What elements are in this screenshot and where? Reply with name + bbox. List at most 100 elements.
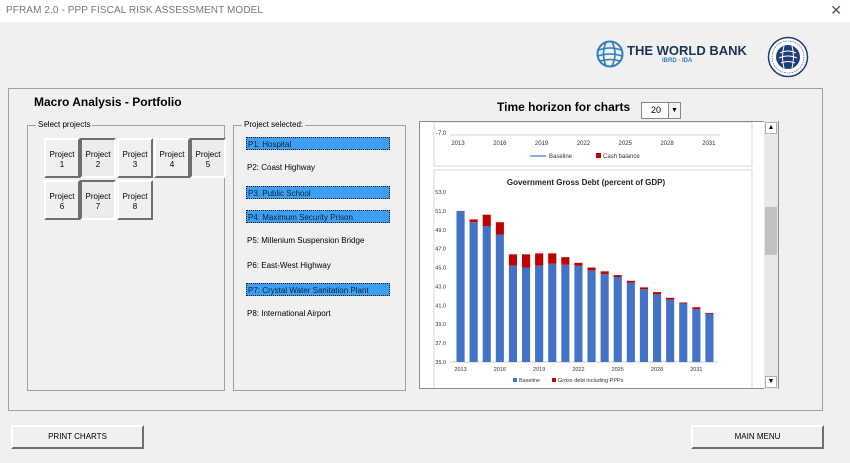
project-button-number: 3	[132, 160, 138, 169]
charts-svg: -7.0 2013 2016 2019 2022 2025 2028 2031 Baseline…	[433, 122, 753, 388]
project-button-label: Project	[122, 150, 148, 159]
project-4-button[interactable]: Project 4	[154, 138, 190, 178]
y-tick-label: -7.0	[436, 131, 447, 137]
project-list-item[interactable]: P4: Maximum Security Prison	[246, 209, 390, 223]
legend-label: Baseline	[549, 154, 573, 160]
bar-ppp-addition	[705, 312, 714, 314]
project-list-item[interactable]: P7: Crystal Water Sanitation Plant	[246, 282, 390, 296]
y-tick-label: 49.0	[435, 228, 446, 234]
bar-baseline	[548, 263, 557, 362]
bar-baseline	[679, 303, 688, 362]
dropdown-arrow-icon[interactable]: ▼	[668, 103, 680, 118]
globe-icon	[596, 40, 624, 68]
x-tick-label: 2031	[702, 141, 716, 147]
project-list-item[interactable]: P2: Coast Highway	[247, 163, 316, 173]
select-projects-group: Select projects Project 1 Project 2 Project 3…	[27, 120, 226, 391]
bar-ppp-addition	[561, 257, 570, 265]
project-list-item[interactable]: P8: International Airport	[247, 309, 331, 319]
scroll-up-icon[interactable]: ▲	[765, 122, 777, 134]
y-tick-label: 35.0	[435, 360, 446, 366]
bar-baseline	[626, 282, 635, 362]
project-3-button[interactable]: Project 3	[117, 138, 153, 178]
time-horizon-value: 20	[651, 105, 662, 115]
project-list-item[interactable]: P1: Hospital	[246, 137, 390, 150]
chart-title: Government Gross Debt (percent of GDP)	[507, 178, 666, 187]
bar-baseline	[495, 234, 504, 362]
bar-ppp-addition	[495, 222, 504, 235]
bar-ppp-addition	[587, 267, 596, 271]
bar-baseline	[705, 313, 714, 362]
bar-baseline	[613, 277, 622, 362]
legend-label: Gross debt including PPPs	[558, 378, 624, 384]
y-tick-label: 47.0	[435, 247, 446, 253]
bar-ppp-addition	[482, 214, 491, 226]
x-tick-label: 2028	[660, 141, 674, 147]
chart-scrollbar[interactable]: ▲ ▼	[764, 121, 778, 389]
project-button-label: Project	[159, 150, 185, 159]
cash-balance-chart-area	[433, 122, 753, 167]
x-tick-label: 2031	[690, 367, 702, 373]
project-list-item[interactable]: P6: East-West Highway	[247, 260, 331, 270]
bar-baseline	[600, 274, 609, 362]
scroll-thumb[interactable]	[765, 207, 777, 255]
bar-baseline	[561, 264, 570, 362]
x-tick-label: 2028	[651, 367, 663, 373]
y-tick-label: 43.0	[435, 284, 446, 290]
scroll-down-icon[interactable]: ▼	[765, 376, 777, 388]
x-tick-label: 2013	[451, 141, 465, 147]
bar-ppp-addition	[535, 253, 544, 266]
legend-label: Cash balance	[603, 154, 640, 160]
bar-ppp-addition	[508, 254, 518, 266]
close-icon[interactable]: ✕	[830, 2, 842, 18]
project-button-label: Project	[195, 150, 221, 159]
bar-ppp-addition	[679, 302, 688, 304]
project-5-button[interactable]: Project 5	[190, 138, 226, 178]
bar-baseline	[508, 265, 518, 362]
legend-swatch-ppp	[552, 378, 556, 382]
main-menu-button[interactable]: MAIN MENU	[691, 425, 824, 449]
bar-baseline	[666, 299, 675, 362]
bar-baseline	[692, 309, 701, 362]
y-tick-label: 41.0	[435, 303, 446, 309]
bar-ppp-addition	[692, 307, 701, 310]
x-tick-label: 2022	[572, 367, 584, 373]
x-tick-label: 2022	[577, 141, 591, 147]
panel-title: Macro Analysis - Portfolio	[34, 95, 182, 109]
bar-baseline	[456, 210, 465, 362]
project-8-button[interactable]: Project 8	[117, 180, 153, 220]
legend-label: Baseline	[519, 378, 540, 384]
project-selected-legend: Project selected:	[242, 120, 306, 129]
bar-baseline	[469, 222, 478, 362]
x-tick-label: 2016	[493, 141, 507, 147]
bar-baseline	[482, 226, 491, 362]
project-button-number: 6	[59, 202, 65, 211]
time-horizon-select[interactable]: 20 ▼	[641, 102, 681, 119]
project-list-item[interactable]: P5: Millenium Suspension Bridge	[247, 236, 365, 246]
project-button-number: 8	[132, 202, 138, 211]
bar-baseline	[652, 294, 662, 362]
x-tick-label: 2016	[494, 367, 506, 373]
world-bank-logo: THE WORLD BANK IBRD · IDA	[596, 40, 747, 72]
project-list-item[interactable]: P3: Public School	[246, 185, 390, 199]
legend-swatch-baseline	[513, 378, 517, 382]
print-charts-button[interactable]: PRINT CHARTS	[11, 425, 144, 449]
bar-ppp-addition	[666, 297, 675, 300]
bar-ppp-addition	[469, 219, 478, 223]
bar-ppp-addition	[600, 271, 609, 275]
project-6-button[interactable]: Project 6	[44, 180, 80, 220]
project-2-button[interactable]: Project 2	[80, 138, 116, 178]
project-button-number: 2	[95, 160, 101, 169]
project-button-number: 4	[169, 160, 175, 169]
x-tick-label: 2019	[533, 367, 545, 373]
project-1-button[interactable]: Project 1	[44, 138, 80, 178]
bar-ppp-addition	[639, 287, 649, 290]
bar-ppp-addition	[652, 292, 662, 294]
legend-swatch-cash	[596, 153, 601, 158]
chart-viewport: -7.0 2013 2016 2019 2022 2025 2028 2031 Baseline…	[419, 121, 779, 389]
project-button-label: Project	[49, 150, 75, 159]
project-7-button[interactable]: Project 7	[80, 180, 116, 220]
x-tick-label: 2013	[454, 367, 466, 373]
bar-baseline	[639, 289, 649, 362]
imf-seal-icon	[767, 36, 809, 78]
bar-ppp-addition	[521, 254, 531, 268]
